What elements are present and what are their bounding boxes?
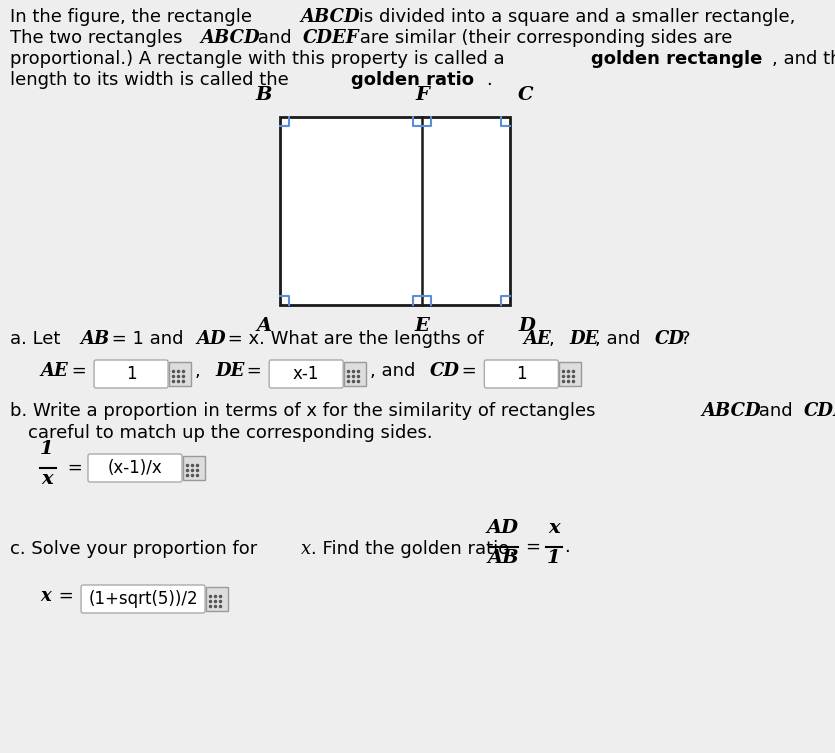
Text: ABCD: ABCD xyxy=(301,8,360,26)
Text: , and: , and xyxy=(370,362,422,380)
Text: =: = xyxy=(62,459,89,477)
Text: = 1 and: = 1 and xyxy=(106,330,190,348)
Text: =: = xyxy=(53,587,79,605)
Text: E: E xyxy=(415,317,429,335)
Text: F: F xyxy=(415,86,429,104)
FancyBboxPatch shape xyxy=(269,360,343,388)
Text: C: C xyxy=(518,86,534,104)
Text: The two rectangles: The two rectangles xyxy=(10,29,188,47)
Text: , and: , and xyxy=(595,330,646,348)
Text: golden ratio: golden ratio xyxy=(351,71,473,89)
FancyBboxPatch shape xyxy=(81,585,205,613)
Text: .: . xyxy=(564,538,569,556)
Text: x: x xyxy=(40,587,51,605)
Text: careful to match up the corresponding sides.: careful to match up the corresponding si… xyxy=(28,424,433,442)
Text: golden rectangle: golden rectangle xyxy=(591,50,762,68)
Text: . Find the golden ratio,: . Find the golden ratio, xyxy=(311,540,515,558)
Text: , and the ratio of its: , and the ratio of its xyxy=(772,50,835,68)
Text: a. Let: a. Let xyxy=(10,330,66,348)
Text: In the figure, the rectangle: In the figure, the rectangle xyxy=(10,8,258,26)
Text: A: A xyxy=(257,317,272,335)
Bar xyxy=(206,587,228,611)
Text: ,: , xyxy=(195,362,206,380)
Text: DE: DE xyxy=(569,330,599,348)
Text: CD: CD xyxy=(655,330,686,348)
Text: x: x xyxy=(301,540,311,558)
Text: 1: 1 xyxy=(547,549,561,567)
Text: c. Solve your proportion for: c. Solve your proportion for xyxy=(10,540,263,558)
Text: DE: DE xyxy=(215,362,245,380)
Text: ABCD: ABCD xyxy=(701,402,761,420)
FancyBboxPatch shape xyxy=(94,360,168,388)
Text: ,: , xyxy=(549,330,560,348)
Text: x-1: x-1 xyxy=(293,365,319,383)
Text: and: and xyxy=(252,29,298,47)
Text: AE: AE xyxy=(523,330,551,348)
Text: = x. What are the lengths of: = x. What are the lengths of xyxy=(222,330,490,348)
Text: B: B xyxy=(256,86,272,104)
Text: AB: AB xyxy=(487,549,519,567)
Text: CD: CD xyxy=(430,362,460,380)
Text: D: D xyxy=(518,317,535,335)
FancyBboxPatch shape xyxy=(484,360,559,388)
Text: proportional.) A rectangle with this property is called a: proportional.) A rectangle with this pro… xyxy=(10,50,510,68)
Text: =: = xyxy=(456,362,483,380)
Text: are similar (their corresponding sides are: are similar (their corresponding sides a… xyxy=(355,29,733,47)
Text: (x-1)/x: (x-1)/x xyxy=(108,459,162,477)
Text: .: . xyxy=(486,71,492,89)
Text: length to its width is called the: length to its width is called the xyxy=(10,71,295,89)
Bar xyxy=(559,362,581,386)
Text: =: = xyxy=(525,538,540,556)
Text: CDEF: CDEF xyxy=(803,402,835,420)
Bar xyxy=(169,362,191,386)
Text: =: = xyxy=(241,362,267,380)
Text: x: x xyxy=(549,519,559,537)
FancyBboxPatch shape xyxy=(88,454,182,482)
Text: AD: AD xyxy=(487,519,519,537)
Text: AB: AB xyxy=(80,330,109,348)
Text: CDEF: CDEF xyxy=(302,29,359,47)
Bar xyxy=(344,362,367,386)
Text: is divided into a square and a smaller rectangle,: is divided into a square and a smaller r… xyxy=(352,8,801,26)
Text: 1: 1 xyxy=(126,365,136,383)
Text: x: x xyxy=(41,470,53,488)
Bar xyxy=(280,117,510,305)
Text: AD: AD xyxy=(196,330,226,348)
Text: ABCD: ABCD xyxy=(200,29,260,47)
Text: (1+sqrt(5))/2: (1+sqrt(5))/2 xyxy=(89,590,198,608)
Text: AE: AE xyxy=(40,362,68,380)
Text: =: = xyxy=(66,362,93,380)
Bar xyxy=(183,456,205,480)
Text: and: and xyxy=(753,402,799,420)
Text: 1: 1 xyxy=(516,365,527,383)
Text: b. Write a proportion in terms of x for the similarity of rectangles: b. Write a proportion in terms of x for … xyxy=(10,402,601,420)
Text: 1: 1 xyxy=(40,440,53,458)
Text: ?: ? xyxy=(681,330,691,348)
